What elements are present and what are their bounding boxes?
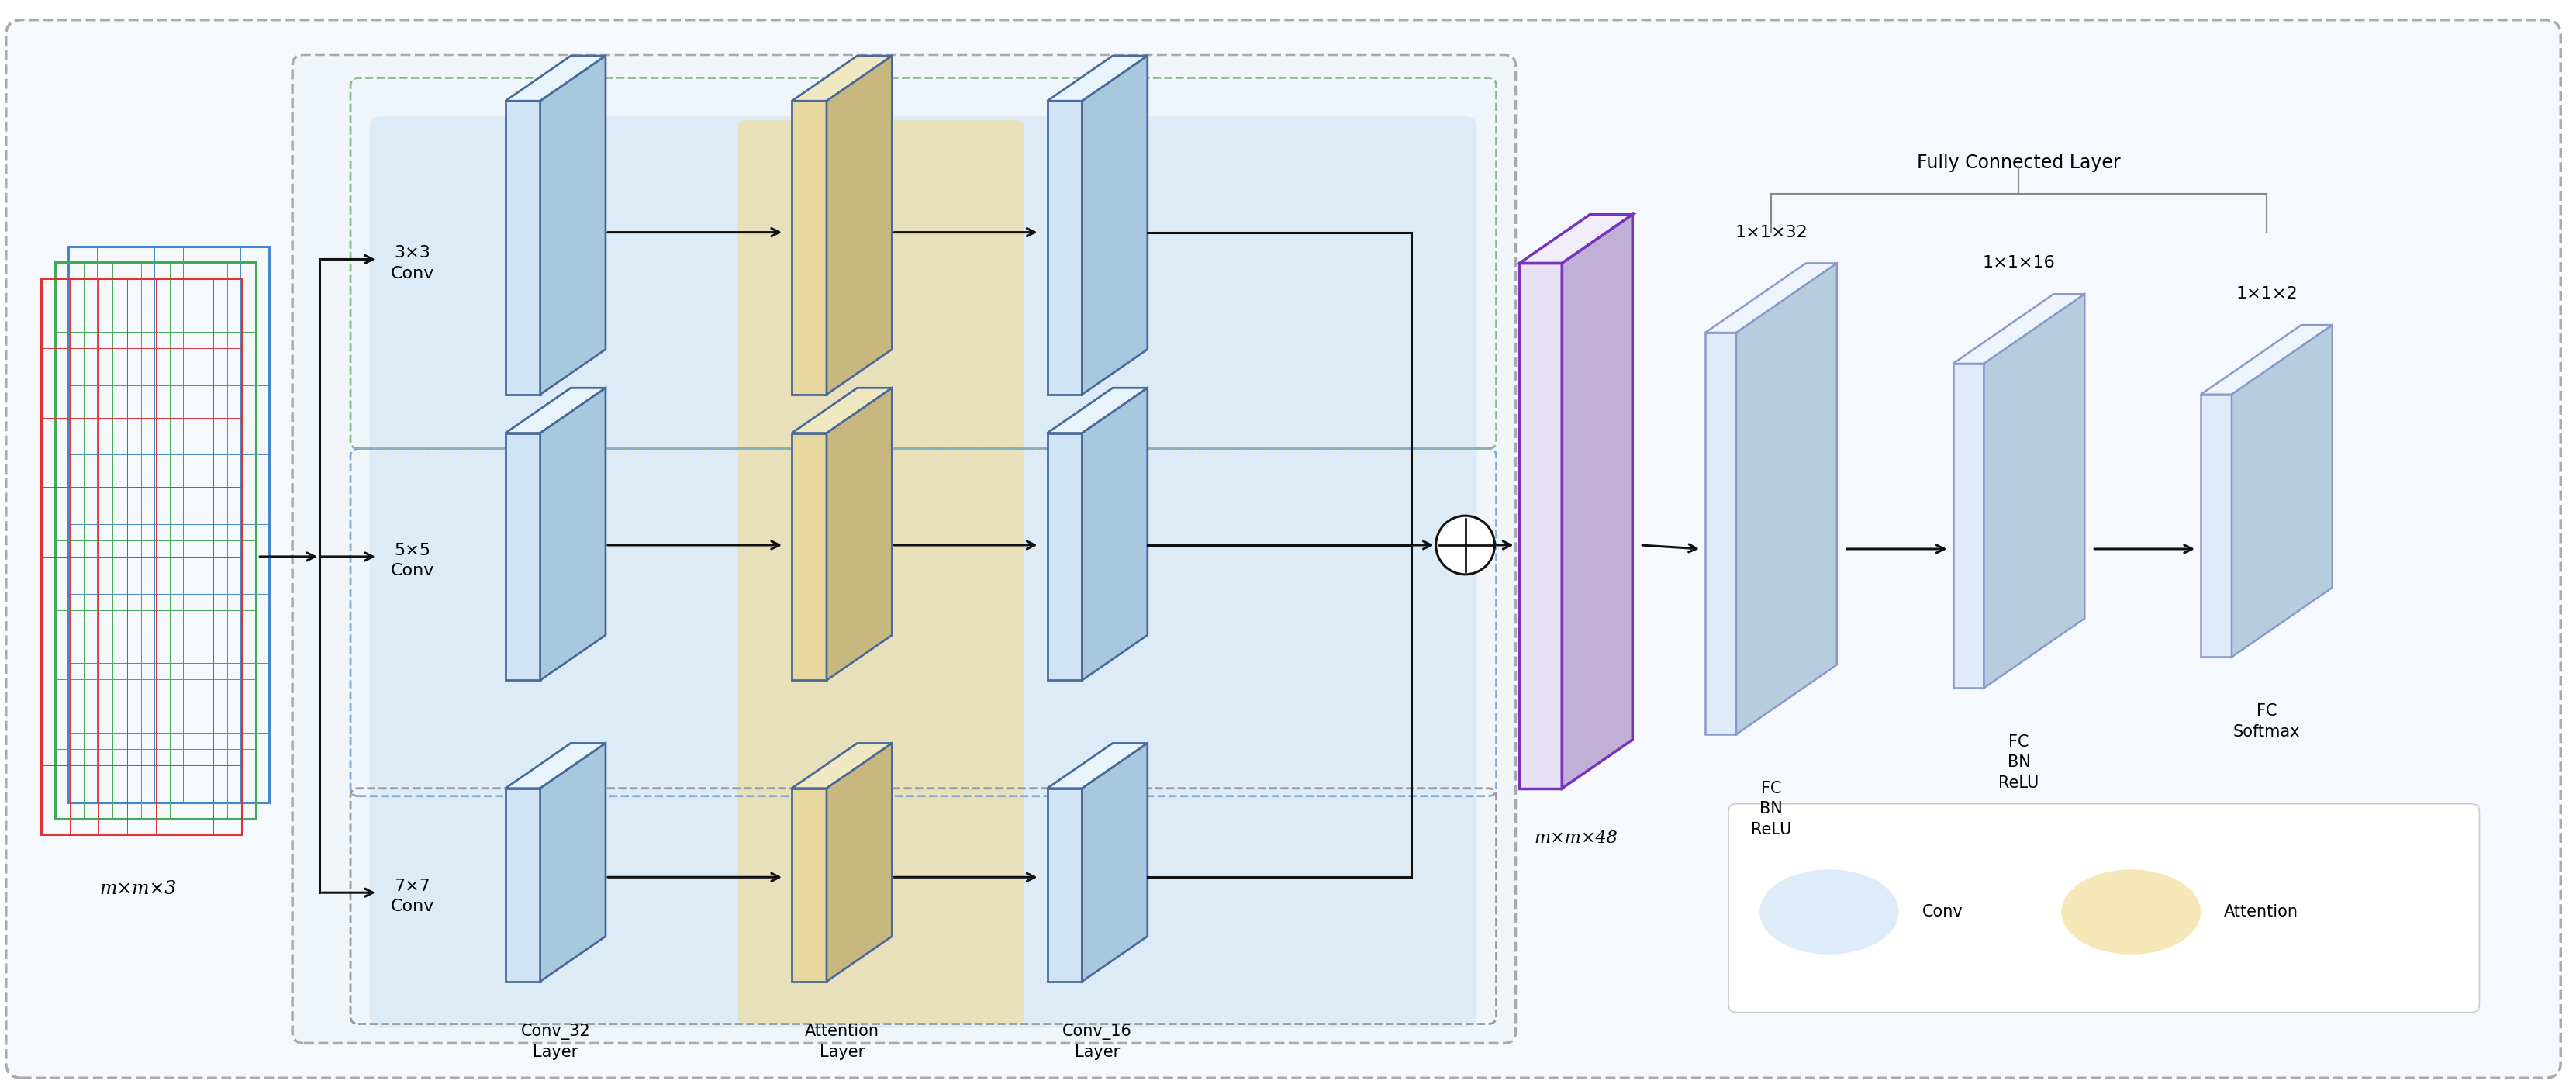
Text: m×m×3: m×m×3 (98, 880, 175, 898)
Polygon shape (505, 788, 541, 981)
Polygon shape (791, 434, 827, 681)
FancyBboxPatch shape (1728, 804, 2481, 1012)
Polygon shape (791, 388, 891, 434)
Polygon shape (791, 788, 827, 981)
Polygon shape (791, 744, 891, 788)
Text: m×m×48: m×m×48 (1535, 830, 1618, 847)
Polygon shape (1082, 388, 1146, 681)
FancyBboxPatch shape (737, 120, 1025, 1024)
Polygon shape (1520, 215, 1633, 263)
Text: 1×1×16: 1×1×16 (1984, 256, 2056, 271)
Polygon shape (1984, 294, 2084, 688)
Polygon shape (1048, 434, 1082, 681)
Polygon shape (1048, 788, 1082, 981)
Polygon shape (827, 388, 891, 681)
Polygon shape (1736, 263, 1837, 734)
Text: Attention: Attention (2223, 904, 2298, 919)
Polygon shape (1520, 263, 1561, 788)
Polygon shape (1953, 294, 2084, 363)
Polygon shape (505, 434, 541, 681)
Circle shape (1435, 516, 1494, 575)
Polygon shape (791, 56, 891, 101)
Text: Attention
Layer: Attention Layer (804, 1023, 878, 1060)
Polygon shape (2200, 325, 2331, 395)
Text: 1×1×32: 1×1×32 (1734, 224, 1808, 240)
Polygon shape (1082, 744, 1146, 981)
Polygon shape (505, 388, 605, 434)
Polygon shape (1705, 263, 1837, 333)
Polygon shape (1082, 56, 1146, 395)
Polygon shape (1048, 56, 1146, 101)
Polygon shape (1048, 101, 1082, 395)
FancyBboxPatch shape (371, 116, 1476, 1028)
Polygon shape (827, 744, 891, 981)
Polygon shape (1561, 215, 1633, 788)
Ellipse shape (1759, 869, 1899, 954)
Text: FC
BN
ReLU: FC BN ReLU (1752, 780, 1790, 837)
Text: 7×7
Conv: 7×7 Conv (392, 878, 435, 915)
Polygon shape (505, 101, 541, 395)
Ellipse shape (2061, 869, 2200, 954)
Text: Conv_32
Layer: Conv_32 Layer (520, 1023, 590, 1060)
Polygon shape (505, 56, 605, 101)
Polygon shape (541, 56, 605, 395)
Polygon shape (541, 744, 605, 981)
Polygon shape (2200, 395, 2231, 657)
Polygon shape (505, 744, 605, 788)
FancyBboxPatch shape (294, 54, 1515, 1043)
Text: 3×3
Conv: 3×3 Conv (392, 245, 435, 281)
Polygon shape (541, 388, 605, 681)
Polygon shape (1705, 333, 1736, 734)
Polygon shape (2231, 325, 2331, 657)
Text: FC
Softmax: FC Softmax (2233, 704, 2300, 739)
Polygon shape (1048, 744, 1146, 788)
Text: FC
BN
ReLU: FC BN ReLU (1999, 734, 2040, 790)
Text: 1×1×2: 1×1×2 (2236, 286, 2298, 301)
FancyBboxPatch shape (5, 20, 2561, 1077)
Polygon shape (827, 56, 891, 395)
Polygon shape (1953, 363, 1984, 688)
Text: Conv: Conv (1922, 904, 1963, 919)
Polygon shape (791, 101, 827, 395)
Text: 5×5
Conv: 5×5 Conv (392, 543, 435, 579)
Polygon shape (1048, 388, 1146, 434)
Text: Conv_16
Layer: Conv_16 Layer (1061, 1023, 1133, 1060)
Text: Fully Connected Layer: Fully Connected Layer (1917, 154, 2120, 172)
